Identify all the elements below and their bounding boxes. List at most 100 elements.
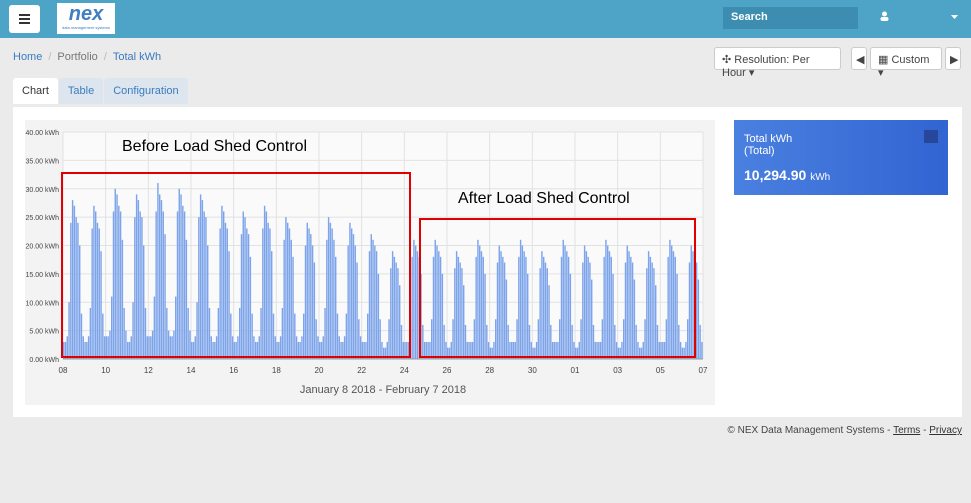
bar (375, 251, 378, 359)
bar (326, 239, 328, 359)
y-tick-label: 15.00 kWh (26, 272, 60, 279)
bar (655, 285, 657, 359)
privacy-link[interactable]: Privacy (929, 425, 962, 436)
bar (637, 341, 639, 359)
y-tick-label: 10.00 kWh (26, 300, 60, 307)
bar (429, 341, 431, 359)
bar (471, 341, 474, 359)
bar (528, 324, 531, 359)
bar (278, 341, 280, 359)
user-icon[interactable] (880, 11, 889, 21)
bar (587, 256, 589, 359)
bar (518, 256, 520, 359)
x-tick-label: 22 (357, 366, 366, 375)
card-subtitle: (Total) (744, 145, 775, 157)
bar (406, 341, 408, 359)
bar (470, 341, 472, 359)
bar (100, 251, 102, 359)
bar (557, 341, 559, 359)
bar (246, 228, 248, 359)
bar (151, 330, 154, 359)
bar (674, 256, 676, 359)
bar (340, 341, 342, 359)
bar (192, 341, 195, 359)
bar (253, 336, 255, 359)
tab[interactable]: Chart (13, 78, 58, 104)
bar (447, 347, 449, 359)
bar (681, 347, 684, 359)
prev-button[interactable]: ◀ (851, 47, 867, 70)
x-tick-label: 28 (485, 366, 494, 375)
bar (189, 330, 191, 359)
bar (514, 341, 516, 359)
bar (427, 341, 429, 359)
bar (93, 205, 95, 359)
x-tick-label: 14 (187, 366, 196, 375)
resolution-button[interactable]: ✣ Resolution: Per Hour ▾ (714, 47, 841, 79)
bar (367, 313, 369, 359)
crumb[interactable]: Home (13, 51, 43, 63)
y-tick-label: 5.00 kWh (29, 329, 59, 336)
bar (191, 341, 193, 359)
bar (699, 324, 701, 359)
bar (299, 341, 301, 359)
bar (262, 228, 264, 359)
range-button[interactable]: ▦ Custom ▾ (870, 47, 942, 79)
bar (319, 341, 321, 359)
menu-button[interactable] (9, 5, 40, 33)
bar (98, 228, 100, 359)
next-button[interactable]: ▶ (945, 47, 961, 70)
bar (118, 205, 120, 359)
bar (555, 341, 557, 359)
tab[interactable]: Table (58, 78, 104, 104)
bar (63, 341, 65, 359)
bar (146, 336, 148, 359)
bar (283, 239, 285, 359)
x-tick-label: 05 (656, 366, 665, 375)
bar (153, 296, 156, 359)
crumb[interactable]: Portfolio (57, 51, 98, 63)
tab[interactable]: Configuration (104, 78, 188, 104)
user-caret[interactable] (951, 15, 959, 21)
bar (519, 239, 522, 359)
bar (219, 228, 221, 359)
bar (608, 251, 611, 359)
bar (399, 285, 401, 359)
bar (569, 273, 572, 359)
card-menu[interactable] (924, 130, 938, 143)
bar (87, 336, 90, 359)
bar (128, 341, 131, 359)
bar (498, 245, 500, 359)
bar (116, 194, 118, 359)
bar (665, 319, 668, 359)
resolution-label: Resolution: Per Hour (722, 54, 810, 79)
bar (272, 313, 275, 359)
bar (566, 251, 568, 359)
bar (662, 341, 664, 359)
y-tick-label: 35.00 kWh (26, 158, 60, 165)
bar (231, 336, 234, 359)
bar (509, 341, 511, 359)
bar (695, 262, 698, 359)
bar (503, 262, 506, 359)
search-box[interactable]: Search (723, 7, 858, 29)
bar (343, 336, 346, 359)
bar (491, 347, 493, 359)
logo[interactable]: nex data management systems (57, 3, 115, 34)
bar (123, 307, 125, 359)
bar (450, 341, 452, 359)
bar (640, 347, 643, 359)
bar (251, 313, 253, 359)
bar (381, 341, 383, 359)
terms-link[interactable]: Terms (893, 425, 921, 436)
bar (194, 336, 196, 359)
range-label: Custom (891, 54, 930, 66)
bar (374, 245, 376, 359)
bar (615, 341, 618, 359)
bar (105, 336, 108, 359)
bar (265, 211, 268, 359)
y-tick-label: 20.00 kWh (26, 244, 60, 251)
bar (294, 313, 296, 359)
y-tick-label: 40.00 kWh (26, 130, 60, 137)
x-tick-label: 01 (571, 366, 580, 375)
